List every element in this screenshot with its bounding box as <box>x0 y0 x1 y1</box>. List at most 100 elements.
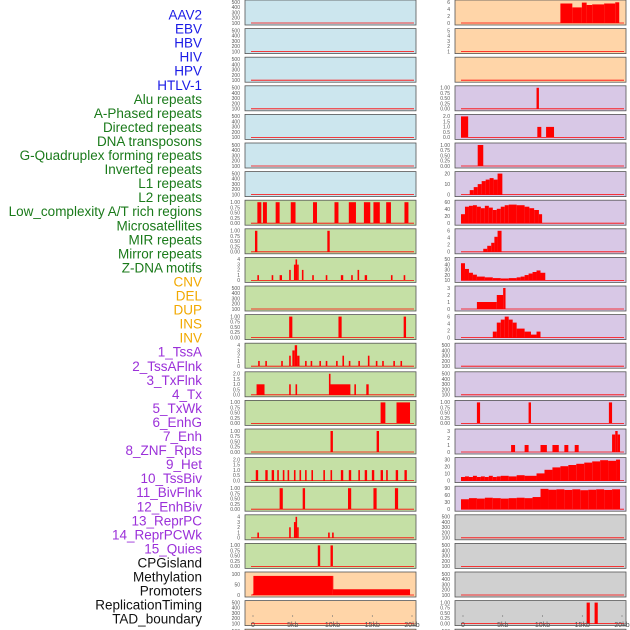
y-tick-label: 300 <box>232 68 241 74</box>
y-tick-label: 300 <box>442 582 451 588</box>
y-tick-label: 0.75 <box>440 405 450 411</box>
signal-bar <box>615 431 618 452</box>
signal-bar <box>255 470 259 481</box>
signal-bar <box>536 87 539 109</box>
signal-bar <box>491 242 495 252</box>
y-tick-label: 100 <box>232 107 241 113</box>
signal-bar <box>616 459 621 481</box>
y-tick-label: 200 <box>232 616 241 622</box>
feature-label: 11_BivFlnk <box>136 485 202 500</box>
y-tick-label: 1.00 <box>230 200 240 206</box>
signal-bar <box>328 532 330 538</box>
signal-bar <box>472 274 477 281</box>
signal-bar <box>524 331 531 338</box>
y-tick-label: 100 <box>232 78 241 84</box>
feature-label: HIV <box>179 50 202 65</box>
signal-bar <box>500 206 505 224</box>
feature-label: L2 repeats <box>138 190 202 205</box>
y-tick-label: 0.25 <box>440 416 450 422</box>
feature-label: MIR repeats <box>128 232 202 247</box>
signal-bar <box>305 360 307 367</box>
signal-bar <box>485 179 490 195</box>
panel-background <box>244 514 417 541</box>
feature-label: 14_ReprPCWk <box>112 527 202 542</box>
signal-bar <box>472 475 477 481</box>
y-tick-label: 0.5 <box>443 130 450 136</box>
signal-bar <box>484 477 489 481</box>
signal-bar <box>289 269 291 281</box>
signal-bar <box>537 126 542 138</box>
signal-bar <box>596 489 605 510</box>
y-tick-label: 200 <box>442 588 451 594</box>
signal-bar <box>313 202 317 224</box>
y-tick-label: 500 <box>232 286 241 292</box>
y-tick-label: 50 <box>444 257 450 263</box>
y-tick-label: 400 <box>442 377 451 383</box>
signal-bar <box>520 276 525 281</box>
signal-bar <box>496 295 504 309</box>
signal-bar <box>503 288 506 309</box>
panel-background <box>244 28 417 55</box>
y-tick-label: 0.75 <box>440 148 450 154</box>
signal-bar <box>464 268 469 281</box>
feature-label: 2_TssAFlnk <box>132 359 202 374</box>
signal-bar <box>394 488 399 510</box>
signal-bar <box>494 236 498 252</box>
y-tick-label: 400 <box>232 606 241 612</box>
signal-bar <box>548 489 557 510</box>
signal-bar <box>612 489 621 510</box>
y-tick-label: 400 <box>232 5 241 11</box>
y-tick-label: 0 <box>447 21 450 27</box>
signal-bar <box>363 202 371 224</box>
signal-bar <box>342 355 345 367</box>
signal-bar <box>265 360 267 367</box>
signal-bar <box>540 488 549 510</box>
signal-bar <box>351 275 353 281</box>
y-tick-label: 300 <box>232 611 241 617</box>
signal-bar <box>540 445 547 452</box>
y-tick-label: 10 <box>444 471 450 477</box>
feature-label: 9_Het <box>166 457 202 472</box>
signal-bar <box>489 178 494 195</box>
signal-bar <box>480 476 485 481</box>
y-tick-label: 0.75 <box>440 606 450 612</box>
y-tick-label: 0.00 <box>440 621 450 627</box>
signal-bar <box>516 205 525 224</box>
y-tick-label: 5 <box>447 28 450 34</box>
signal-bar <box>330 545 333 567</box>
y-tick-label: 1 <box>237 359 240 365</box>
signal-bar <box>608 402 613 424</box>
y-tick-label: 400 <box>442 520 451 526</box>
y-tick-label: 200 <box>232 187 241 193</box>
signal-bar <box>492 477 497 481</box>
signal-bar <box>516 328 525 338</box>
signal-bar <box>540 272 546 281</box>
y-tick-label: 3 <box>447 286 450 292</box>
y-tick-label: 0.50 <box>440 611 450 617</box>
feature-label: 3_TxFlnk <box>146 373 202 388</box>
y-tick-label: 1.00 <box>440 600 450 606</box>
signal-bar <box>592 4 605 24</box>
feature-label: 10_TssBiv <box>140 471 202 486</box>
y-tick-label: 6 <box>447 314 450 320</box>
signal-bar <box>404 202 409 224</box>
signal-bar <box>289 527 291 538</box>
panel-background <box>454 514 627 541</box>
panel-background <box>454 543 627 569</box>
signal-bar <box>330 384 351 395</box>
y-tick-label: 50 <box>234 582 240 588</box>
feature-label: Methylation <box>133 570 202 585</box>
y-tick-label: 400 <box>442 348 451 354</box>
signal-bar <box>556 489 565 510</box>
y-tick-label: 0.75 <box>440 91 450 97</box>
signal-bar <box>552 467 561 481</box>
y-tick-label: 2 <box>447 293 450 299</box>
signal-bar <box>530 334 537 338</box>
